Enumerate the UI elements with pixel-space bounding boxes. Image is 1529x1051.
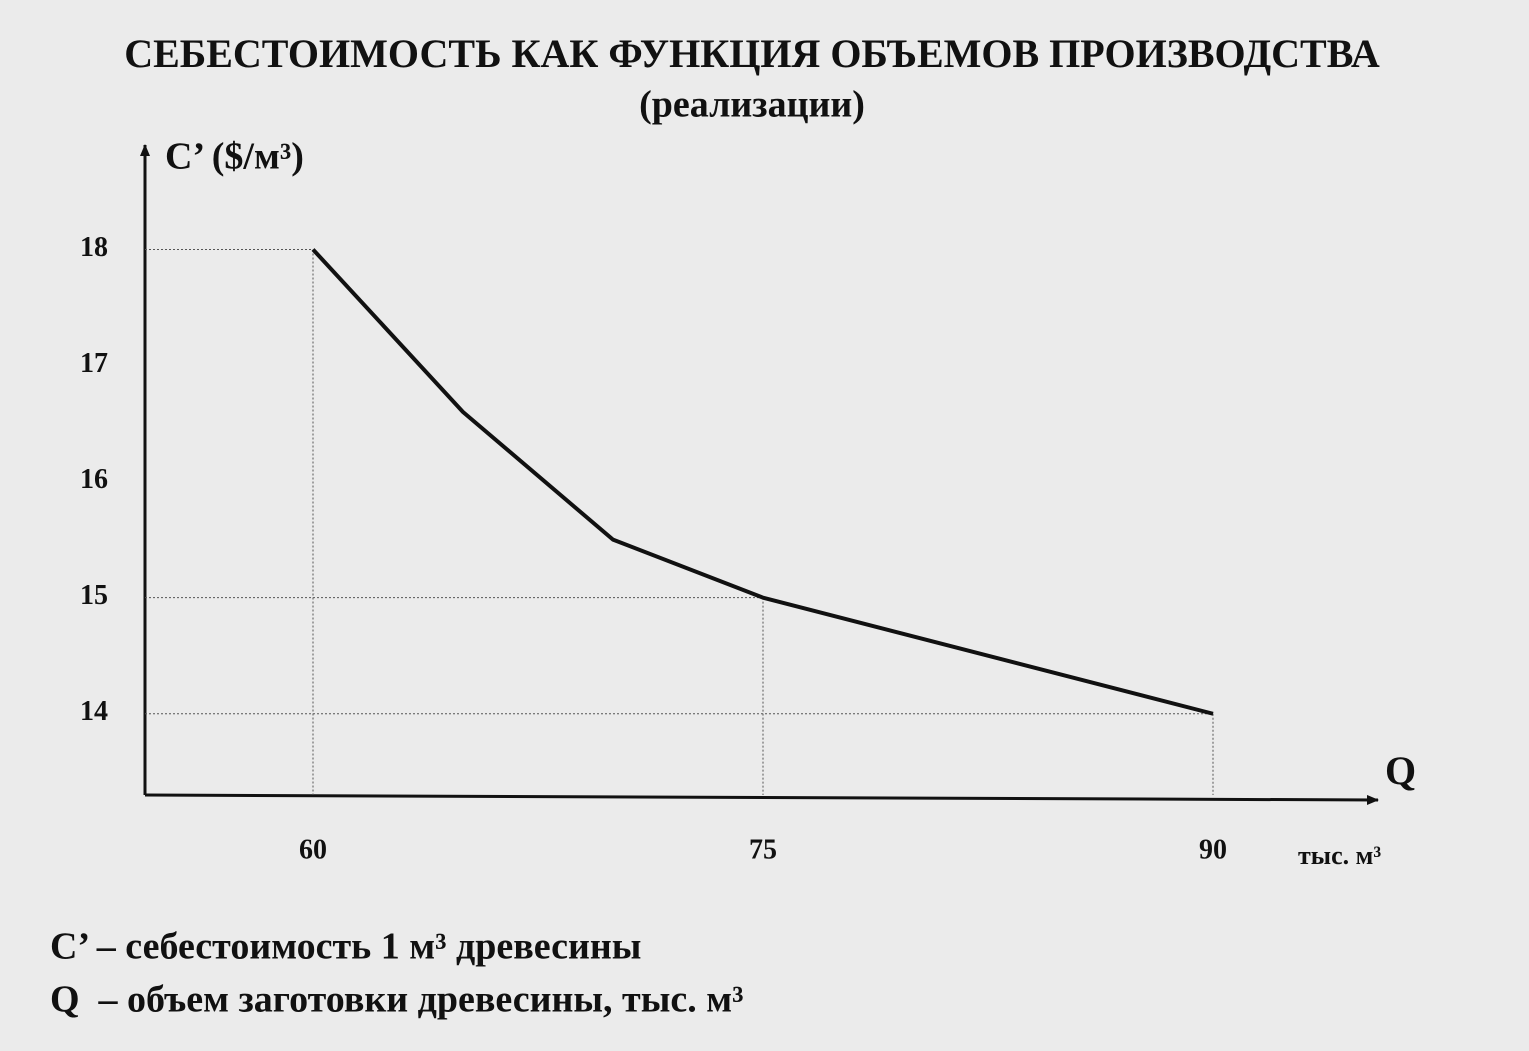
- line: [311, 248, 1214, 716]
- chart-title: СЕБЕСТОИМОСТЬ КАК ФУНКЦИЯ ОБЪЕМОВ ПРОИЗВ…: [124, 31, 1380, 76]
- note: C’ – себестоимость 1 м³ древесины: [50, 926, 641, 968]
- x-tick-label: 90: [1199, 834, 1227, 865]
- y-tick-label: 14: [80, 696, 108, 727]
- note: Q – объем заготовки древесины, тыс. м³: [50, 979, 744, 1021]
- y-axis-label: C’ ($/м³): [165, 136, 304, 178]
- y-tick-label: 15: [80, 580, 108, 611]
- x-axis-label: Q: [1385, 748, 1416, 793]
- y-tick-label: 18: [80, 232, 108, 263]
- x-tick-label: 60: [299, 834, 327, 865]
- x-axis: [144, 793, 1379, 805]
- chart-subtitle: (реализации): [639, 84, 865, 126]
- x-axis-unit: тыс. м³: [1298, 841, 1381, 870]
- x-tick-label: 75: [749, 834, 777, 865]
- y-tick-label: 17: [80, 348, 108, 379]
- y-tick-label: 16: [80, 464, 108, 495]
